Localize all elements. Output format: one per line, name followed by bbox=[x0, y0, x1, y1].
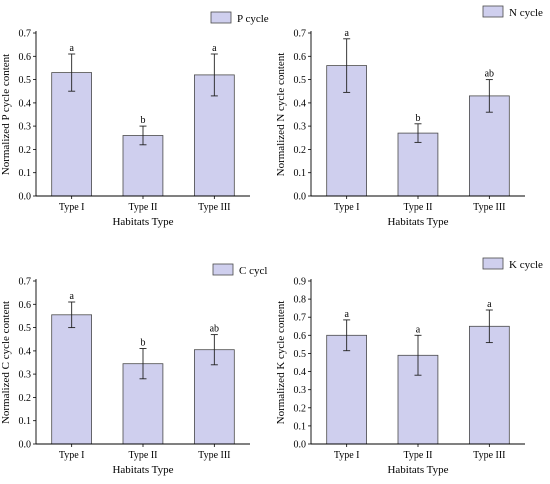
x-tick-label: Type I bbox=[59, 450, 85, 461]
y-tick-label: 0.9 bbox=[294, 277, 307, 288]
significance-letter: a bbox=[69, 43, 74, 54]
y-tick-label: 0.3 bbox=[19, 122, 32, 133]
y-tick-label: 0.3 bbox=[294, 385, 307, 396]
y-tick-label: 0.7 bbox=[19, 29, 32, 40]
y-tick-label: 0.5 bbox=[294, 75, 307, 86]
y-tick-label: 0.1 bbox=[19, 416, 32, 427]
legend-swatch bbox=[482, 5, 504, 18]
x-tick-label: Type I bbox=[59, 202, 85, 213]
x-tick-label: Type I bbox=[334, 450, 360, 461]
y-tick-label: 0.4 bbox=[19, 346, 32, 357]
y-tick-label: 0.5 bbox=[294, 349, 307, 360]
y-tick-label: 0.2 bbox=[294, 145, 307, 156]
y-tick-label: 0.4 bbox=[294, 367, 307, 378]
significance-letter: a bbox=[69, 291, 74, 302]
x-tick-label: Type II bbox=[403, 202, 432, 213]
x-axis-title: Habitats Type bbox=[387, 216, 448, 228]
y-tick-label: 0.0 bbox=[294, 440, 307, 451]
bar-type-ii bbox=[397, 132, 439, 197]
legend-label: P cycle bbox=[237, 13, 269, 25]
y-tick-label: 0.6 bbox=[294, 331, 307, 342]
y-tick-label: 0.0 bbox=[19, 440, 32, 451]
x-axis-title: Habitats Type bbox=[112, 464, 173, 476]
y-tick-label: 0.1 bbox=[19, 168, 32, 179]
x-tick-label: Type III bbox=[198, 450, 230, 461]
chart-panel-4: a Type I a Type II a Type III 0.0 0.1 0.2 0.3 0.4 0… bbox=[275, 257, 543, 476]
y-axis-title: Normalized C cycle content bbox=[0, 301, 12, 424]
bar-type-i bbox=[51, 72, 93, 197]
legend-swatch bbox=[210, 11, 232, 24]
significance-letter: a bbox=[344, 28, 349, 39]
significance-letter: b bbox=[416, 113, 421, 124]
bar-type-i bbox=[51, 314, 93, 445]
y-tick-label: 0.0 bbox=[294, 192, 307, 203]
significance-letter: ab bbox=[485, 69, 494, 80]
y-axis-title: Normalized N cycle content bbox=[275, 53, 287, 177]
significance-letter: a bbox=[344, 309, 349, 320]
x-tick-label: Type III bbox=[198, 202, 230, 213]
y-tick-label: 0.7 bbox=[19, 277, 32, 288]
x-tick-label: Type II bbox=[128, 202, 157, 213]
y-tick-label: 0.7 bbox=[294, 29, 307, 40]
significance-letter: a bbox=[212, 43, 217, 54]
y-tick-label: 0.1 bbox=[294, 421, 307, 432]
significance-letter: a bbox=[416, 324, 421, 335]
bar-type-i bbox=[326, 334, 368, 445]
y-tick-label: 0.6 bbox=[19, 52, 32, 63]
y-tick-label: 0.0 bbox=[19, 192, 32, 203]
y-tick-label: 0.5 bbox=[19, 75, 32, 86]
legend-label: C cycl bbox=[239, 265, 267, 277]
x-axis-title: Habitats Type bbox=[112, 216, 173, 228]
significance-letter: b bbox=[141, 115, 146, 126]
legend-label: K cycle bbox=[509, 259, 543, 271]
y-tick-label: 0.5 bbox=[19, 323, 32, 334]
bar-type-iii bbox=[468, 325, 510, 445]
legend-label: N cycle bbox=[509, 7, 543, 19]
x-tick-label: Type II bbox=[128, 450, 157, 461]
y-tick-label: 0.2 bbox=[19, 393, 32, 404]
bar-type-iii bbox=[193, 349, 235, 445]
y-tick-label: 0.6 bbox=[19, 300, 32, 311]
chart-panel-3: a Type I b Type II ab Type III 0.0 0.1 0.2 0.3 0.4… bbox=[0, 263, 267, 476]
y-tick-label: 0.3 bbox=[294, 122, 307, 133]
y-axis-title: Normalized P cycle content bbox=[0, 54, 12, 175]
chart-panel-2: a Type I b Type II ab Type III 0.0 0.1 0.2 0.3 0.4… bbox=[275, 5, 543, 228]
y-tick-label: 0.4 bbox=[19, 98, 32, 109]
significance-letter: b bbox=[141, 338, 146, 349]
x-tick-label: Type II bbox=[403, 450, 432, 461]
y-tick-label: 0.3 bbox=[19, 370, 32, 381]
y-tick-label: 0.1 bbox=[294, 168, 307, 179]
y-tick-label: 0.7 bbox=[294, 313, 307, 324]
legend-swatch bbox=[212, 263, 234, 276]
y-tick-label: 0.8 bbox=[294, 295, 307, 306]
y-axis-title: Normalized K cycle content bbox=[275, 301, 287, 425]
legend-swatch bbox=[482, 257, 504, 270]
x-axis-title: Habitats Type bbox=[387, 464, 448, 476]
y-tick-label: 0.6 bbox=[294, 52, 307, 63]
y-tick-label: 0.2 bbox=[294, 403, 307, 414]
x-tick-label: Type I bbox=[334, 202, 360, 213]
y-tick-label: 0.2 bbox=[19, 145, 32, 156]
y-tick-label: 0.4 bbox=[294, 98, 307, 109]
significance-letter: a bbox=[487, 299, 492, 310]
chart-panel-1: a Type I b Type II a Type III 0.0 0.1 0.2 0.3 0.4 0… bbox=[0, 11, 269, 228]
significance-letter: ab bbox=[210, 324, 219, 335]
x-tick-label: Type III bbox=[473, 202, 505, 213]
x-tick-label: Type III bbox=[473, 450, 505, 461]
